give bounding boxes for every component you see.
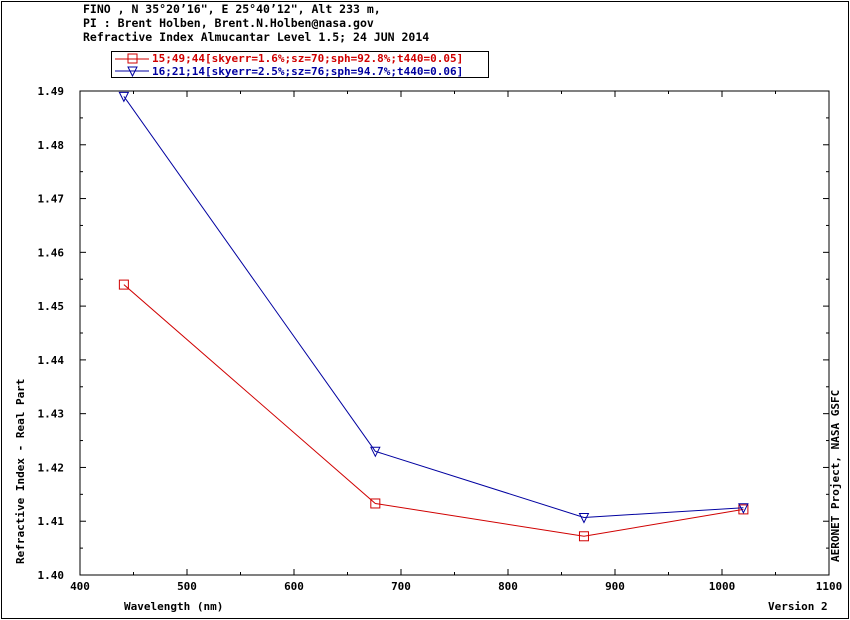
data-point-square-series-1 xyxy=(578,531,589,542)
y-axis-label: Refractive Index - Real Part xyxy=(14,378,27,564)
data-point-triangle-series-2 xyxy=(738,503,749,514)
y-tick-label: 1.44 xyxy=(38,354,65,367)
legend-item-series-1: 15;49;44[skyerr=1.6%;sz=70;sph=92.8%;t44… xyxy=(112,52,488,65)
y-tick-label: 1.46 xyxy=(38,246,65,259)
side-credit-label: AERONET Project, NASA GSFC xyxy=(829,389,842,562)
version-label: Version 2 xyxy=(768,600,828,613)
chart-legend: 15;49;44[skyerr=1.6%;sz=70;sph=92.8%;t44… xyxy=(111,51,489,78)
y-tick-label: 1.43 xyxy=(38,408,65,421)
y-tick-label: 1.40 xyxy=(38,569,65,582)
data-point-square-series-1 xyxy=(118,279,129,290)
data-point-triangle-series-2 xyxy=(578,512,590,524)
header-pi-line: PI : Brent Holben, Brent.N.Holben@nasa.g… xyxy=(83,16,374,30)
x-tick-label: 500 xyxy=(177,580,197,593)
header-title-line: Refractive Index Almucantar Level 1.5; 2… xyxy=(83,30,430,44)
plot-area-border xyxy=(79,90,830,576)
series-line-1 xyxy=(123,284,744,537)
y-tick-label: 1.47 xyxy=(38,193,65,206)
legend-marker-square-icon xyxy=(115,53,149,64)
series-line-2 xyxy=(123,96,744,518)
data-point-triangle-series-2 xyxy=(370,446,381,458)
legend-label-series-1: 15;49;44[skyerr=1.6%;sz=70;sph=92.8%;t44… xyxy=(152,52,464,65)
x-tick-label: 800 xyxy=(498,580,518,593)
data-point-square-series-1 xyxy=(370,498,381,509)
x-tick-label: 400 xyxy=(70,580,90,593)
legend-marker-triangle-icon xyxy=(115,66,149,78)
header-site-line: FINO , N 35°20’16", E 25°40’12", Alt 233… xyxy=(83,2,381,16)
legend-label-series-2: 16;21;14[skyerr=2.5%;sz=76;sph=94.7%;t44… xyxy=(152,65,464,78)
x-tick-label: 900 xyxy=(605,580,625,593)
data-point-triangle-series-2 xyxy=(118,91,130,103)
x-tick-label: 600 xyxy=(284,580,304,593)
y-tick-label: 1.48 xyxy=(38,139,65,152)
y-tick-label: 1.49 xyxy=(38,85,65,98)
x-tick-label: 700 xyxy=(391,580,411,593)
x-axis-label: Wavelength (nm) xyxy=(124,600,224,613)
y-tick-label: 1.41 xyxy=(38,515,65,528)
x-tick-label: 1100 xyxy=(816,580,843,593)
x-tick-label: 1000 xyxy=(709,580,736,593)
y-tick-label: 1.42 xyxy=(38,461,65,474)
y-tick-label: 1.45 xyxy=(38,300,65,313)
legend-item-series-2: 16;21;14[skyerr=2.5%;sz=76;sph=94.7%;t44… xyxy=(112,65,488,78)
